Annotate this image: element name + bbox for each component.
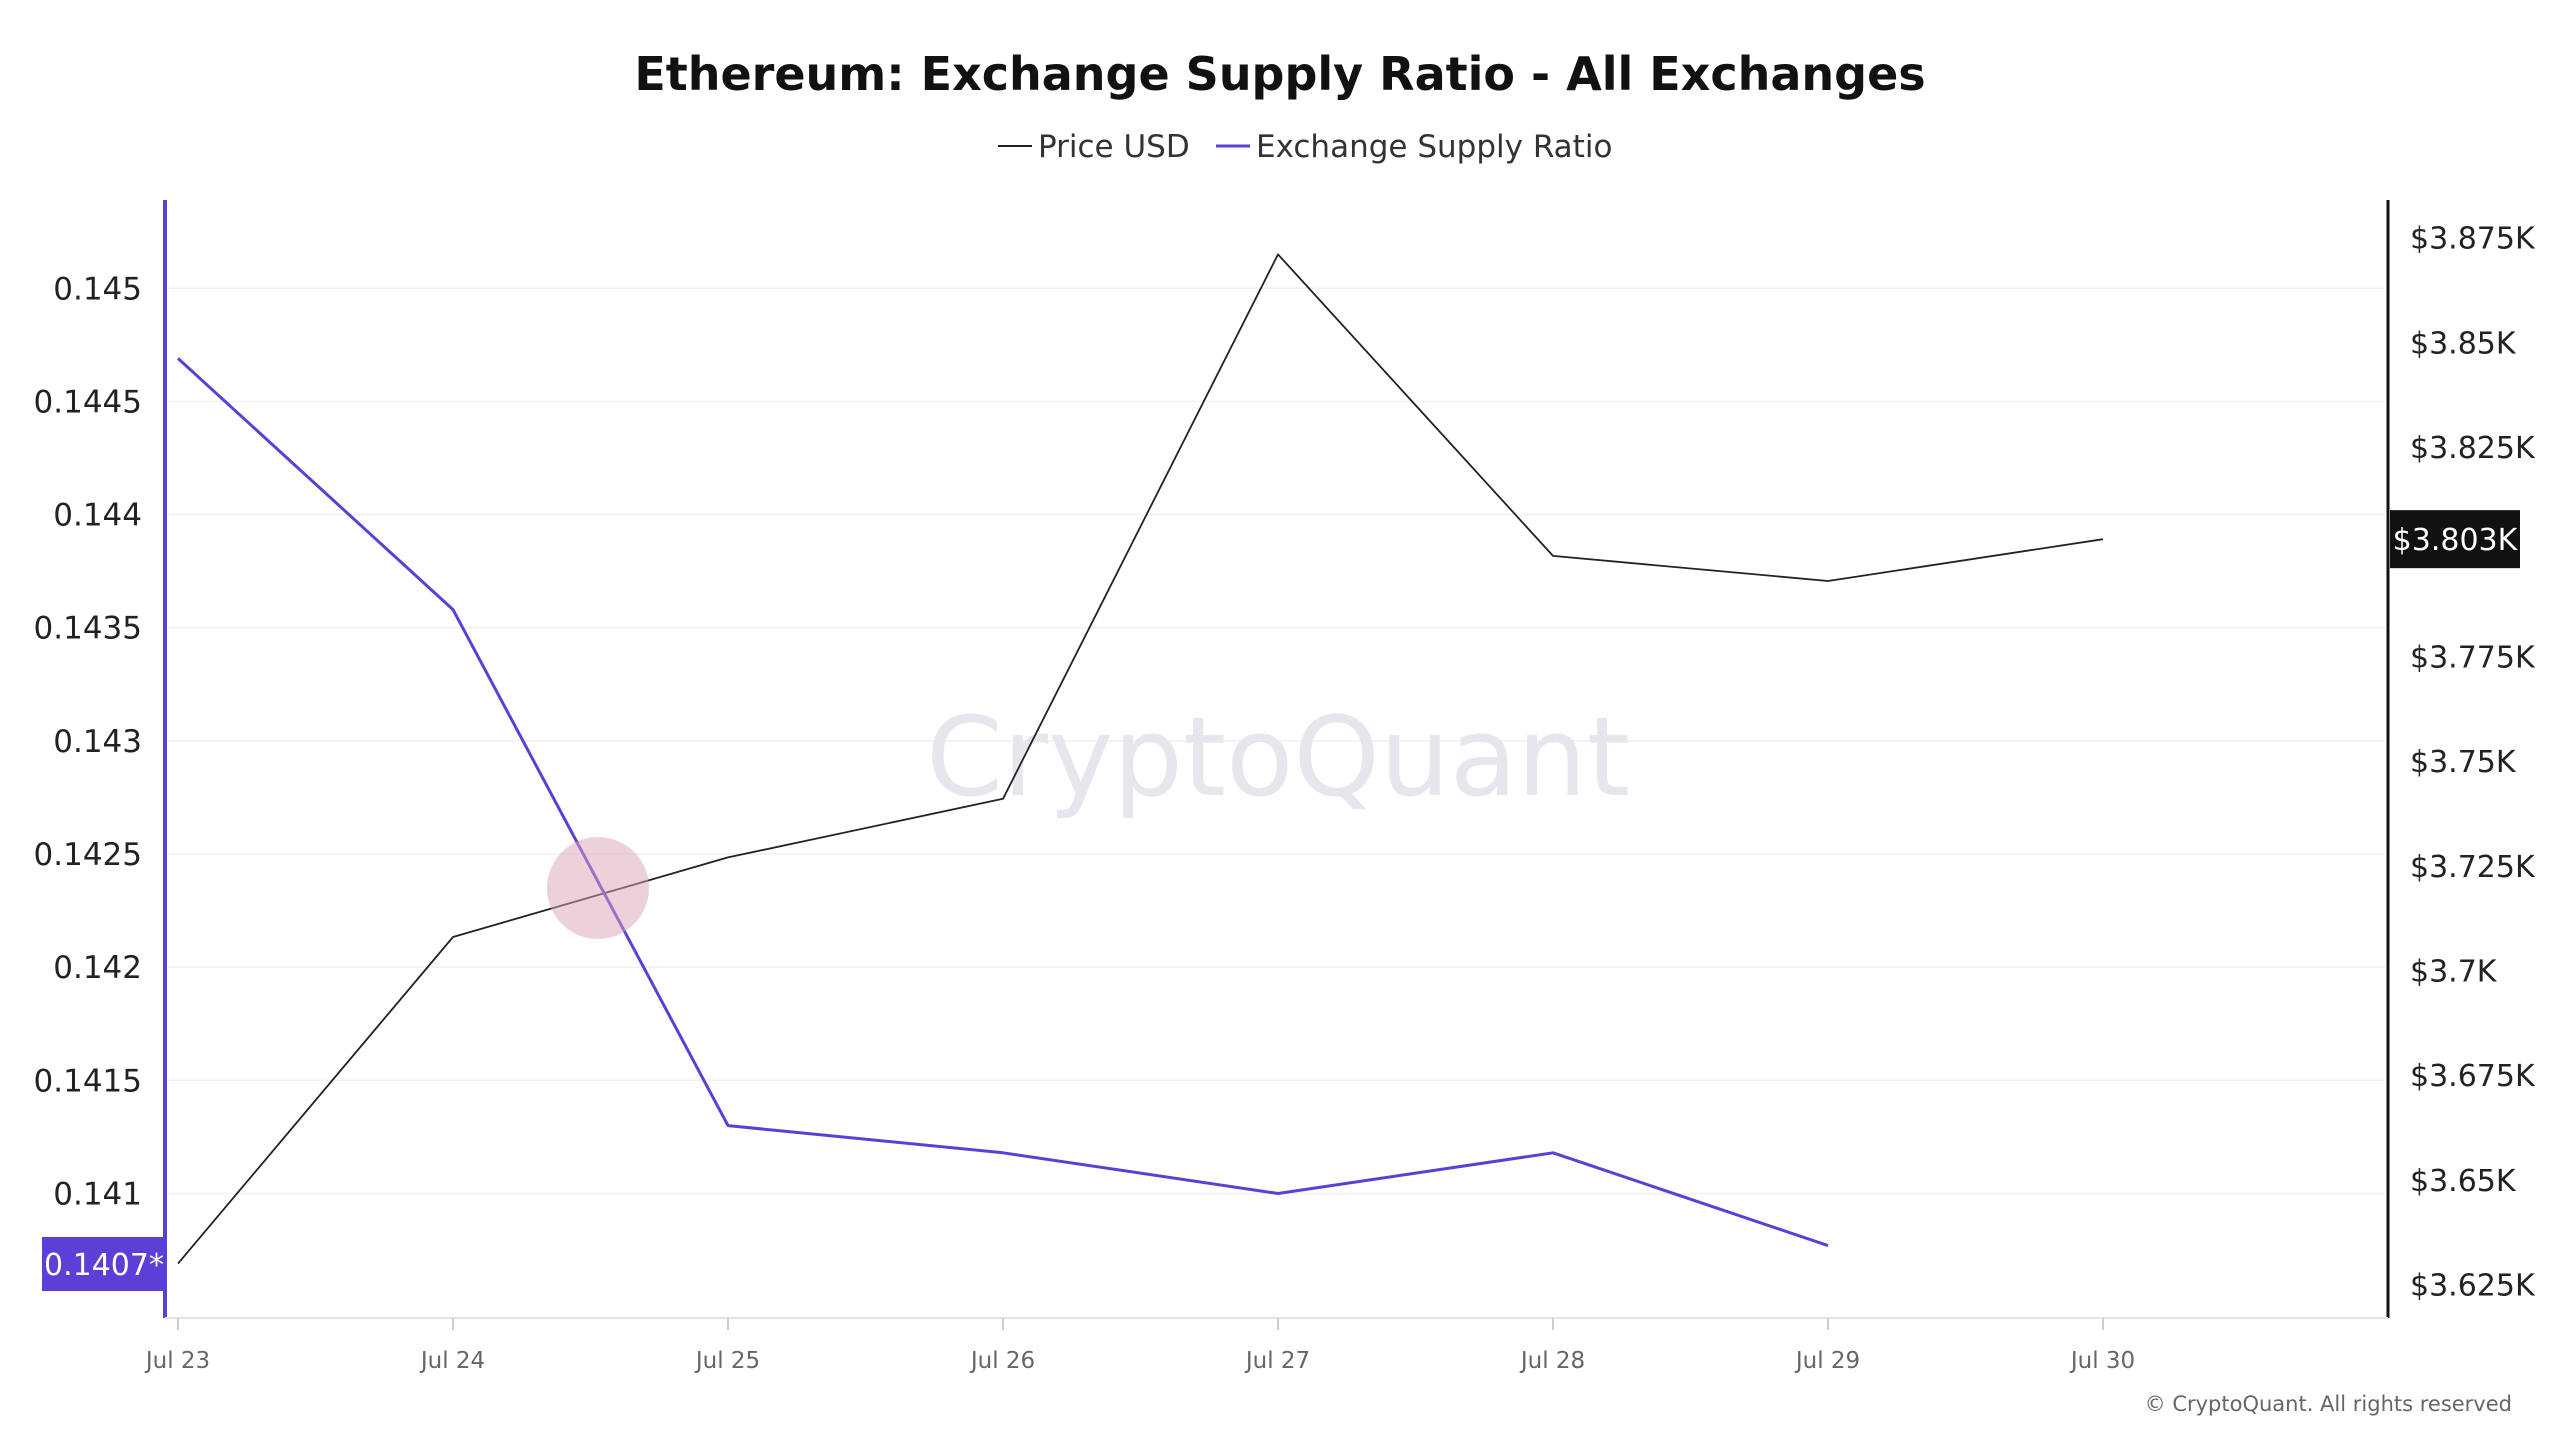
- x-tick-label: Jul 27: [1244, 1348, 1310, 1374]
- right-tick-label: $3.775K: [2410, 640, 2536, 675]
- legend-label-price[interactable]: Price USD: [1038, 129, 1190, 165]
- left-tick-label: 0.1415: [34, 1063, 142, 1099]
- x-tick-label: Jul 23: [144, 1348, 210, 1374]
- x-tick-label: Jul 25: [694, 1348, 760, 1374]
- left-tick-label: 0.145: [53, 271, 142, 307]
- left-tick-label: 0.1425: [34, 837, 142, 873]
- chart-title: Ethereum: Exchange Supply Ratio - All Ex…: [634, 47, 1925, 101]
- right-tick-label: $3.625K: [2410, 1269, 2536, 1304]
- series-layer: [176, 253, 2104, 1265]
- left-current-value-label: 0.1407*: [44, 1248, 164, 1283]
- hover-cursor-marker: [547, 837, 649, 939]
- right-tick-label: $3.85K: [2410, 326, 2517, 361]
- series-line-supply-ratio[interactable]: [176, 357, 1829, 1248]
- x-tick-label: Jul 24: [419, 1348, 485, 1374]
- right-tick-label: $3.65K: [2410, 1164, 2517, 1199]
- left-tick-label: 0.1435: [34, 611, 142, 647]
- left-current-value-badge: 0.1407*: [42, 1237, 166, 1291]
- grid: [168, 287, 2385, 1195]
- copyright: © CryptoQuant. All rights reserved: [2145, 1392, 2512, 1416]
- x-tick-label: Jul 26: [969, 1348, 1035, 1374]
- left-tick-label: 0.141: [53, 1177, 142, 1213]
- right-tick-label: $3.825K: [2410, 431, 2536, 466]
- series-line-price[interactable]: [177, 253, 2104, 1265]
- left-tick-label: 0.144: [53, 498, 142, 534]
- left-tick-label: 0.142: [53, 950, 142, 986]
- legend-label-supply-ratio[interactable]: Exchange Supply Ratio: [1256, 129, 1612, 165]
- left-axis-ticks: 0.145 0.1445 0.144 0.1435 0.143 0.1425 0.142 0.…: [34, 271, 142, 1212]
- right-tick-label: $3.75K: [2410, 745, 2517, 780]
- right-tick-label: $3.725K: [2410, 850, 2536, 885]
- watermark: CryptoQuant: [926, 693, 1630, 821]
- left-tick-label: 0.143: [53, 724, 142, 760]
- right-tick-label: $3.7K: [2410, 954, 2498, 989]
- right-tick-label: $3.875K: [2410, 222, 2536, 257]
- right-current-value-badge: $3.803K: [2390, 510, 2520, 569]
- left-tick-label: 0.1445: [34, 384, 142, 420]
- right-axis-ticks: $3.875K $3.85K $3.825K $3.775K $3.75K $3.725K…: [2410, 222, 2536, 1304]
- x-axis-ticks: Jul 23 Jul 24 Jul 25 Jul 26 Jul 27 Jul 28 Jul …: [144, 1318, 2135, 1374]
- legend: Price USD Exchange Supply Ratio: [998, 129, 1612, 165]
- x-tick-label: Jul 28: [1519, 1348, 1585, 1374]
- x-tick-label: Jul 30: [2069, 1348, 2135, 1374]
- right-current-value-label: $3.803K: [2393, 523, 2519, 558]
- right-tick-label: $3.675K: [2410, 1059, 2536, 1094]
- x-tick-label: Jul 29: [1794, 1348, 1860, 1374]
